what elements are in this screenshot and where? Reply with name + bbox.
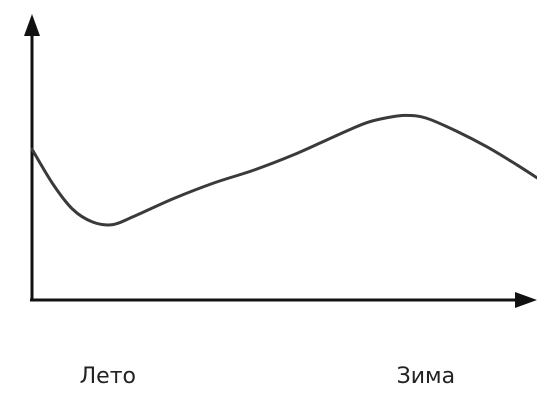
x-tick-labels: Лето Зима xyxy=(80,364,456,389)
y-axis-arrow xyxy=(24,14,40,36)
x-tick-label-1: Зима xyxy=(397,364,455,389)
x-axis-arrow xyxy=(515,292,537,308)
axes xyxy=(24,14,537,308)
series-layer xyxy=(30,113,537,227)
series-line-0 xyxy=(30,113,537,227)
x-tick-label-0: Лето xyxy=(80,364,136,389)
